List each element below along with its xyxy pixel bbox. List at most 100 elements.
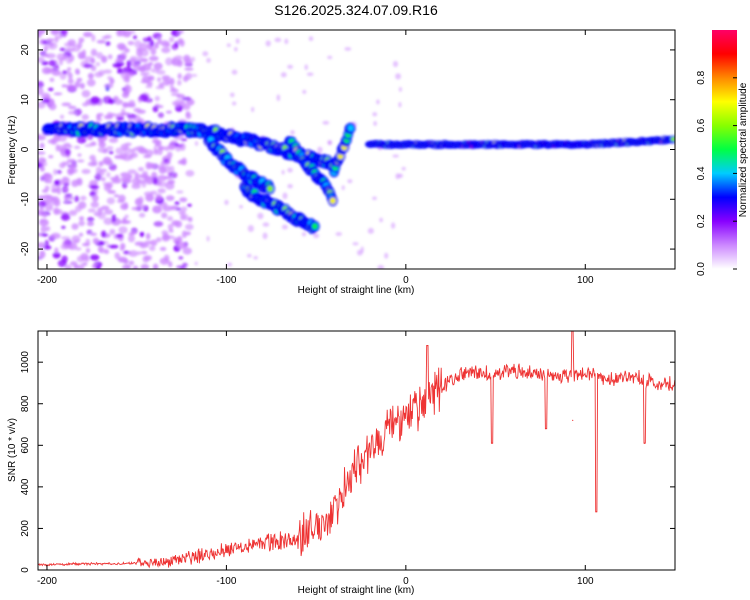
- noise-blob: [138, 212, 146, 218]
- noise-blob: [73, 145, 81, 150]
- noise-blob: [77, 177, 83, 186]
- noise-blob: [231, 69, 238, 75]
- noise-blob: [178, 210, 186, 215]
- noise-blob: [121, 264, 132, 269]
- noise-blob: [61, 55, 69, 61]
- noise-blob: [161, 230, 169, 236]
- noise-blob: [89, 154, 96, 161]
- noise-blob: [202, 51, 209, 57]
- noise-blob: [150, 239, 158, 247]
- noise-blob: [111, 177, 121, 183]
- noise-blob: [78, 220, 85, 227]
- noise-blob: [120, 112, 131, 116]
- noise-blob: [392, 60, 399, 68]
- noise-blob: [77, 159, 85, 163]
- noise-blob: [63, 42, 74, 48]
- noise-blob: [155, 195, 163, 201]
- noise-blob: [153, 62, 163, 70]
- noise-blob: [287, 184, 293, 189]
- noise-blob: [140, 58, 149, 63]
- noise-blob: [69, 261, 78, 266]
- noise-blob: [54, 179, 60, 186]
- noise-blob: [127, 234, 135, 243]
- noise-blob: [86, 79, 96, 87]
- noise-blob: [165, 195, 175, 201]
- noise-blob: [180, 138, 187, 142]
- noise-blob: [74, 205, 82, 213]
- noise-blob: [152, 205, 162, 214]
- noise-blob: [42, 53, 50, 58]
- noise-blob: [168, 261, 173, 268]
- noise-blob: [59, 72, 67, 80]
- noise-blob: [118, 194, 126, 203]
- noise-blob: [265, 40, 271, 47]
- noise-blob: [81, 114, 89, 121]
- feature-core: [670, 137, 675, 142]
- noise-blob: [150, 190, 158, 195]
- noise-blob: [56, 169, 62, 174]
- noise-blob: [74, 68, 80, 75]
- noise-blob: [395, 73, 402, 80]
- noise-blob: [62, 239, 72, 248]
- noise-blob: [140, 243, 150, 248]
- noise-blob: [98, 160, 104, 167]
- noise-blob: [53, 168, 58, 176]
- noise-blob: [179, 30, 184, 34]
- noise-blob: [86, 221, 94, 227]
- noise-blob: [352, 242, 359, 246]
- noise-blob: [247, 224, 254, 232]
- noise-blob: [177, 160, 187, 165]
- noise-blob: [157, 77, 162, 83]
- noise-blob: [111, 214, 117, 223]
- noise-blob: [154, 95, 160, 102]
- noise-blob: [131, 206, 140, 211]
- noise-blob: [131, 177, 142, 186]
- noise-blob: [149, 40, 155, 47]
- noise-blob: [134, 40, 142, 48]
- noise-blob: [44, 239, 49, 247]
- noise-blob: [54, 35, 59, 43]
- feature-core: [347, 124, 354, 132]
- noise-blob: [123, 250, 129, 254]
- noise-blob: [91, 34, 96, 42]
- noise-blob: [173, 102, 181, 108]
- noise-blob: [153, 44, 159, 49]
- noise-blob: [97, 136, 107, 142]
- noise-blob: [51, 188, 59, 193]
- spectrogram-image: [38, 30, 675, 269]
- noise-blob: [141, 179, 147, 188]
- noise-blob: [108, 244, 119, 249]
- noise-blob: [398, 86, 403, 92]
- spectrogram-y-label: Frequency (Hz): [7, 116, 18, 185]
- noise-blob: [71, 223, 79, 230]
- noise-blob: [96, 39, 106, 44]
- noise-blob: [100, 205, 110, 211]
- noise-blob: [148, 62, 153, 66]
- noise-blob: [68, 110, 76, 115]
- noise-blob: [398, 102, 402, 108]
- noise-blob: [157, 175, 167, 182]
- noise-blob: [65, 47, 75, 53]
- noise-blob: [102, 96, 113, 104]
- noise-blob: [51, 69, 62, 76]
- noise-blob: [63, 200, 73, 204]
- noise-blob: [77, 153, 82, 157]
- noise-blob: [177, 73, 182, 80]
- noise-blob: [161, 234, 170, 242]
- noise-blob: [164, 176, 172, 180]
- noise-blob: [194, 261, 198, 266]
- feature-core: [266, 185, 273, 192]
- noise-blob: [44, 67, 55, 74]
- noise-blob: [128, 30, 136, 35]
- noise-blob: [281, 169, 285, 175]
- noise-blob: [81, 168, 91, 174]
- noise-blob: [68, 105, 77, 110]
- noise-blob: [49, 77, 55, 83]
- noise-blob: [79, 263, 85, 269]
- noise-blob: [82, 31, 93, 38]
- noise-blob: [276, 94, 281, 102]
- noise-blob: [117, 57, 124, 63]
- noise-blob: [67, 78, 74, 84]
- y-tick-label: 600: [20, 437, 31, 454]
